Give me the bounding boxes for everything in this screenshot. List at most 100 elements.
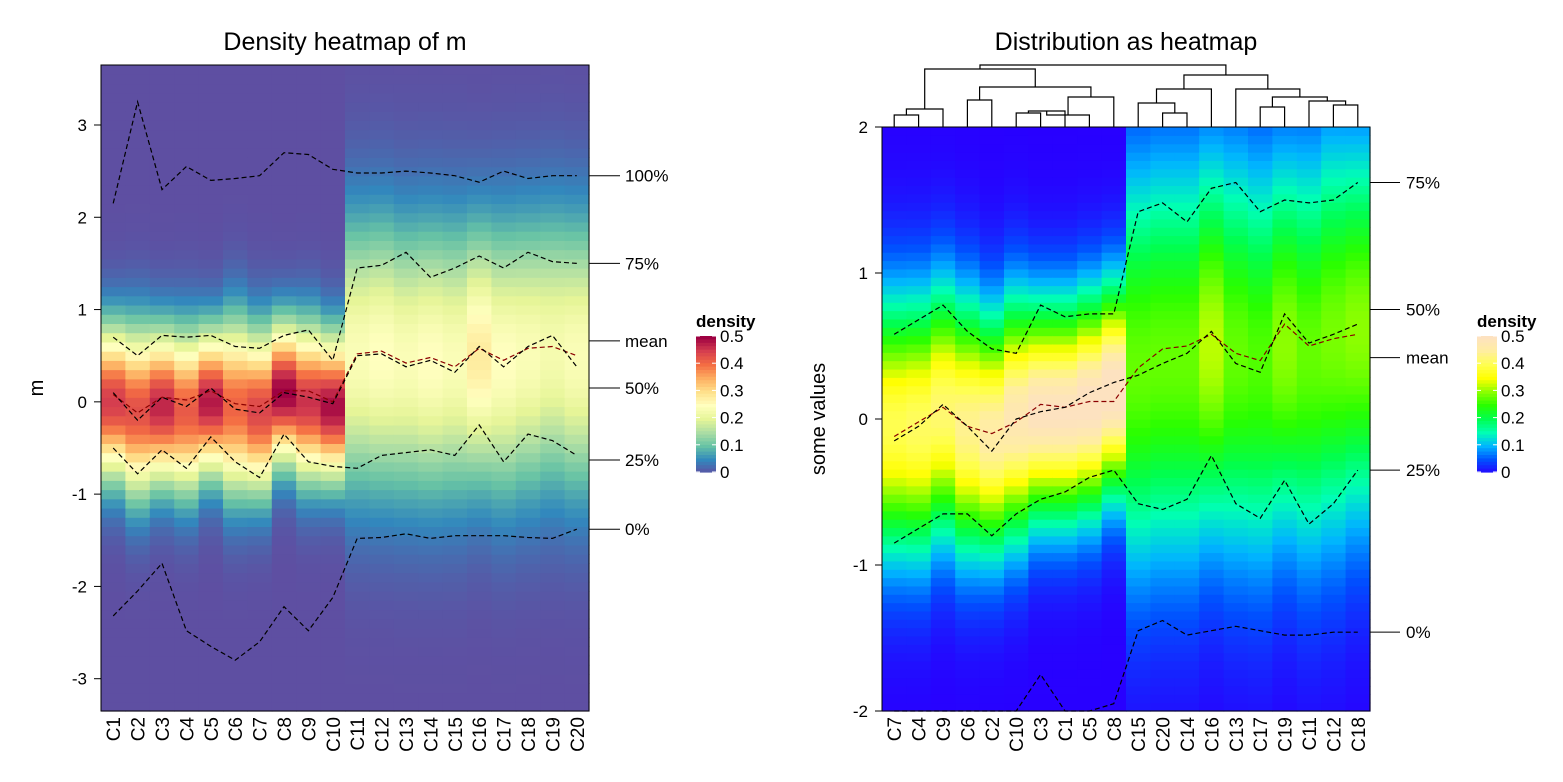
heatmap-cell xyxy=(418,683,444,694)
heatmap-cell xyxy=(271,434,297,444)
heatmap-cell xyxy=(1028,352,1054,362)
heatmap-cell xyxy=(515,240,541,251)
heatmap-cell xyxy=(1296,310,1322,320)
heatmap-cell xyxy=(906,310,932,320)
heatmap-cell xyxy=(1174,560,1200,570)
heatmap-cell xyxy=(1077,694,1103,704)
heatmap-cell xyxy=(223,581,248,592)
heatmap-cell xyxy=(198,609,224,620)
dendrogram-branch xyxy=(1332,104,1359,127)
heatmap-cell xyxy=(223,443,248,454)
heatmap-cell xyxy=(1321,152,1347,161)
heatmap-cell xyxy=(1174,477,1200,487)
heatmap-cell xyxy=(198,138,224,149)
heatmap-cell xyxy=(467,369,492,380)
heatmap-cell xyxy=(955,318,981,328)
heatmap-cell xyxy=(1004,402,1029,412)
heatmap-cell xyxy=(247,563,273,574)
heatmap-cell xyxy=(418,175,444,186)
heatmap-cell xyxy=(1321,577,1347,587)
heatmap-cell xyxy=(125,461,151,472)
heatmap-cell xyxy=(418,692,444,703)
heatmap-cell xyxy=(101,526,126,537)
heatmap-cell xyxy=(1174,127,1200,136)
column-label: C16 xyxy=(470,717,491,752)
heatmap-cell xyxy=(393,627,419,638)
heatmap-cell xyxy=(515,461,541,472)
heatmap-cell xyxy=(271,415,297,426)
heatmap-cell xyxy=(198,148,224,158)
column-label: C3 xyxy=(1032,717,1053,741)
heatmap-cell xyxy=(540,600,566,611)
heatmap-cell xyxy=(1345,268,1371,278)
heatmap-cell xyxy=(1150,469,1176,478)
heatmap-cell xyxy=(1248,218,1273,228)
heatmap-cell xyxy=(1101,268,1127,278)
heatmap-cell xyxy=(247,618,273,629)
heatmap-cell xyxy=(223,664,248,675)
heatmap-cell xyxy=(1272,685,1298,695)
heatmap-cell xyxy=(906,544,932,554)
legend-color-step xyxy=(1477,366,1497,371)
heatmap-cell xyxy=(369,157,395,168)
heatmap-cell xyxy=(442,655,468,666)
heatmap-cell xyxy=(1223,135,1249,145)
heatmap-cell xyxy=(345,166,370,177)
heatmap-cell xyxy=(1223,127,1249,136)
heatmap-cell xyxy=(393,221,419,232)
heatmap-cell xyxy=(564,692,590,703)
legend-color-step xyxy=(696,424,716,429)
heatmap-cell xyxy=(540,304,566,315)
heatmap-cell xyxy=(906,360,932,370)
heatmap-cell xyxy=(1101,152,1127,161)
heatmap-cell xyxy=(101,581,126,592)
heatmap-cell xyxy=(564,277,590,288)
heatmap-cell xyxy=(564,618,590,629)
heatmap-cell xyxy=(491,664,517,675)
heatmap-cell xyxy=(125,498,151,509)
heatmap-cell xyxy=(1004,310,1029,320)
dendrogram-branch xyxy=(1067,96,1115,127)
heatmap-cell xyxy=(1126,652,1151,662)
heatmap-cell xyxy=(1199,318,1225,328)
heatmap-cell xyxy=(101,480,126,491)
heatmap-cell xyxy=(1077,368,1103,378)
heatmap-cell xyxy=(515,369,541,380)
heatmap-cell xyxy=(125,507,151,518)
heatmap-cell xyxy=(1321,452,1347,462)
heatmap-cell xyxy=(1223,702,1249,712)
heatmap-cell xyxy=(540,627,566,638)
heatmap-cell xyxy=(1028,310,1054,320)
heatmap-cell xyxy=(1150,702,1176,712)
heatmap-cell xyxy=(369,489,395,500)
heatmap-cell xyxy=(125,203,151,214)
heatmap-cell xyxy=(101,544,126,555)
heatmap-cell xyxy=(1223,310,1249,320)
heatmap-cell xyxy=(882,560,907,570)
heatmap-cell xyxy=(345,231,370,241)
heatmap-cell xyxy=(369,277,395,288)
heatmap-cell xyxy=(369,637,395,647)
column-label: C2 xyxy=(983,717,1004,741)
heatmap-cell xyxy=(174,618,200,629)
heatmap-cell xyxy=(1101,352,1127,362)
heatmap-cell xyxy=(271,258,297,269)
heatmap-cell xyxy=(930,318,956,328)
heatmap-cell xyxy=(149,111,175,121)
heatmap-cell xyxy=(906,535,932,545)
heatmap-cell xyxy=(198,129,224,140)
heatmap-cell xyxy=(1223,402,1249,412)
heatmap-cell xyxy=(345,268,370,278)
heatmap-cell xyxy=(442,175,468,186)
heatmap-cell xyxy=(1077,143,1103,153)
heatmap-cell xyxy=(906,327,932,337)
heatmap-cell xyxy=(1248,285,1273,295)
heatmap-cell xyxy=(223,480,248,491)
heatmap-cell xyxy=(418,563,444,574)
heatmap-cell xyxy=(1199,227,1225,237)
heatmap-cell xyxy=(1296,202,1322,212)
heatmap-cell xyxy=(174,369,200,380)
heatmap-cell xyxy=(955,410,981,420)
heatmap-cell xyxy=(345,507,370,518)
heatmap-cell xyxy=(1223,527,1249,537)
